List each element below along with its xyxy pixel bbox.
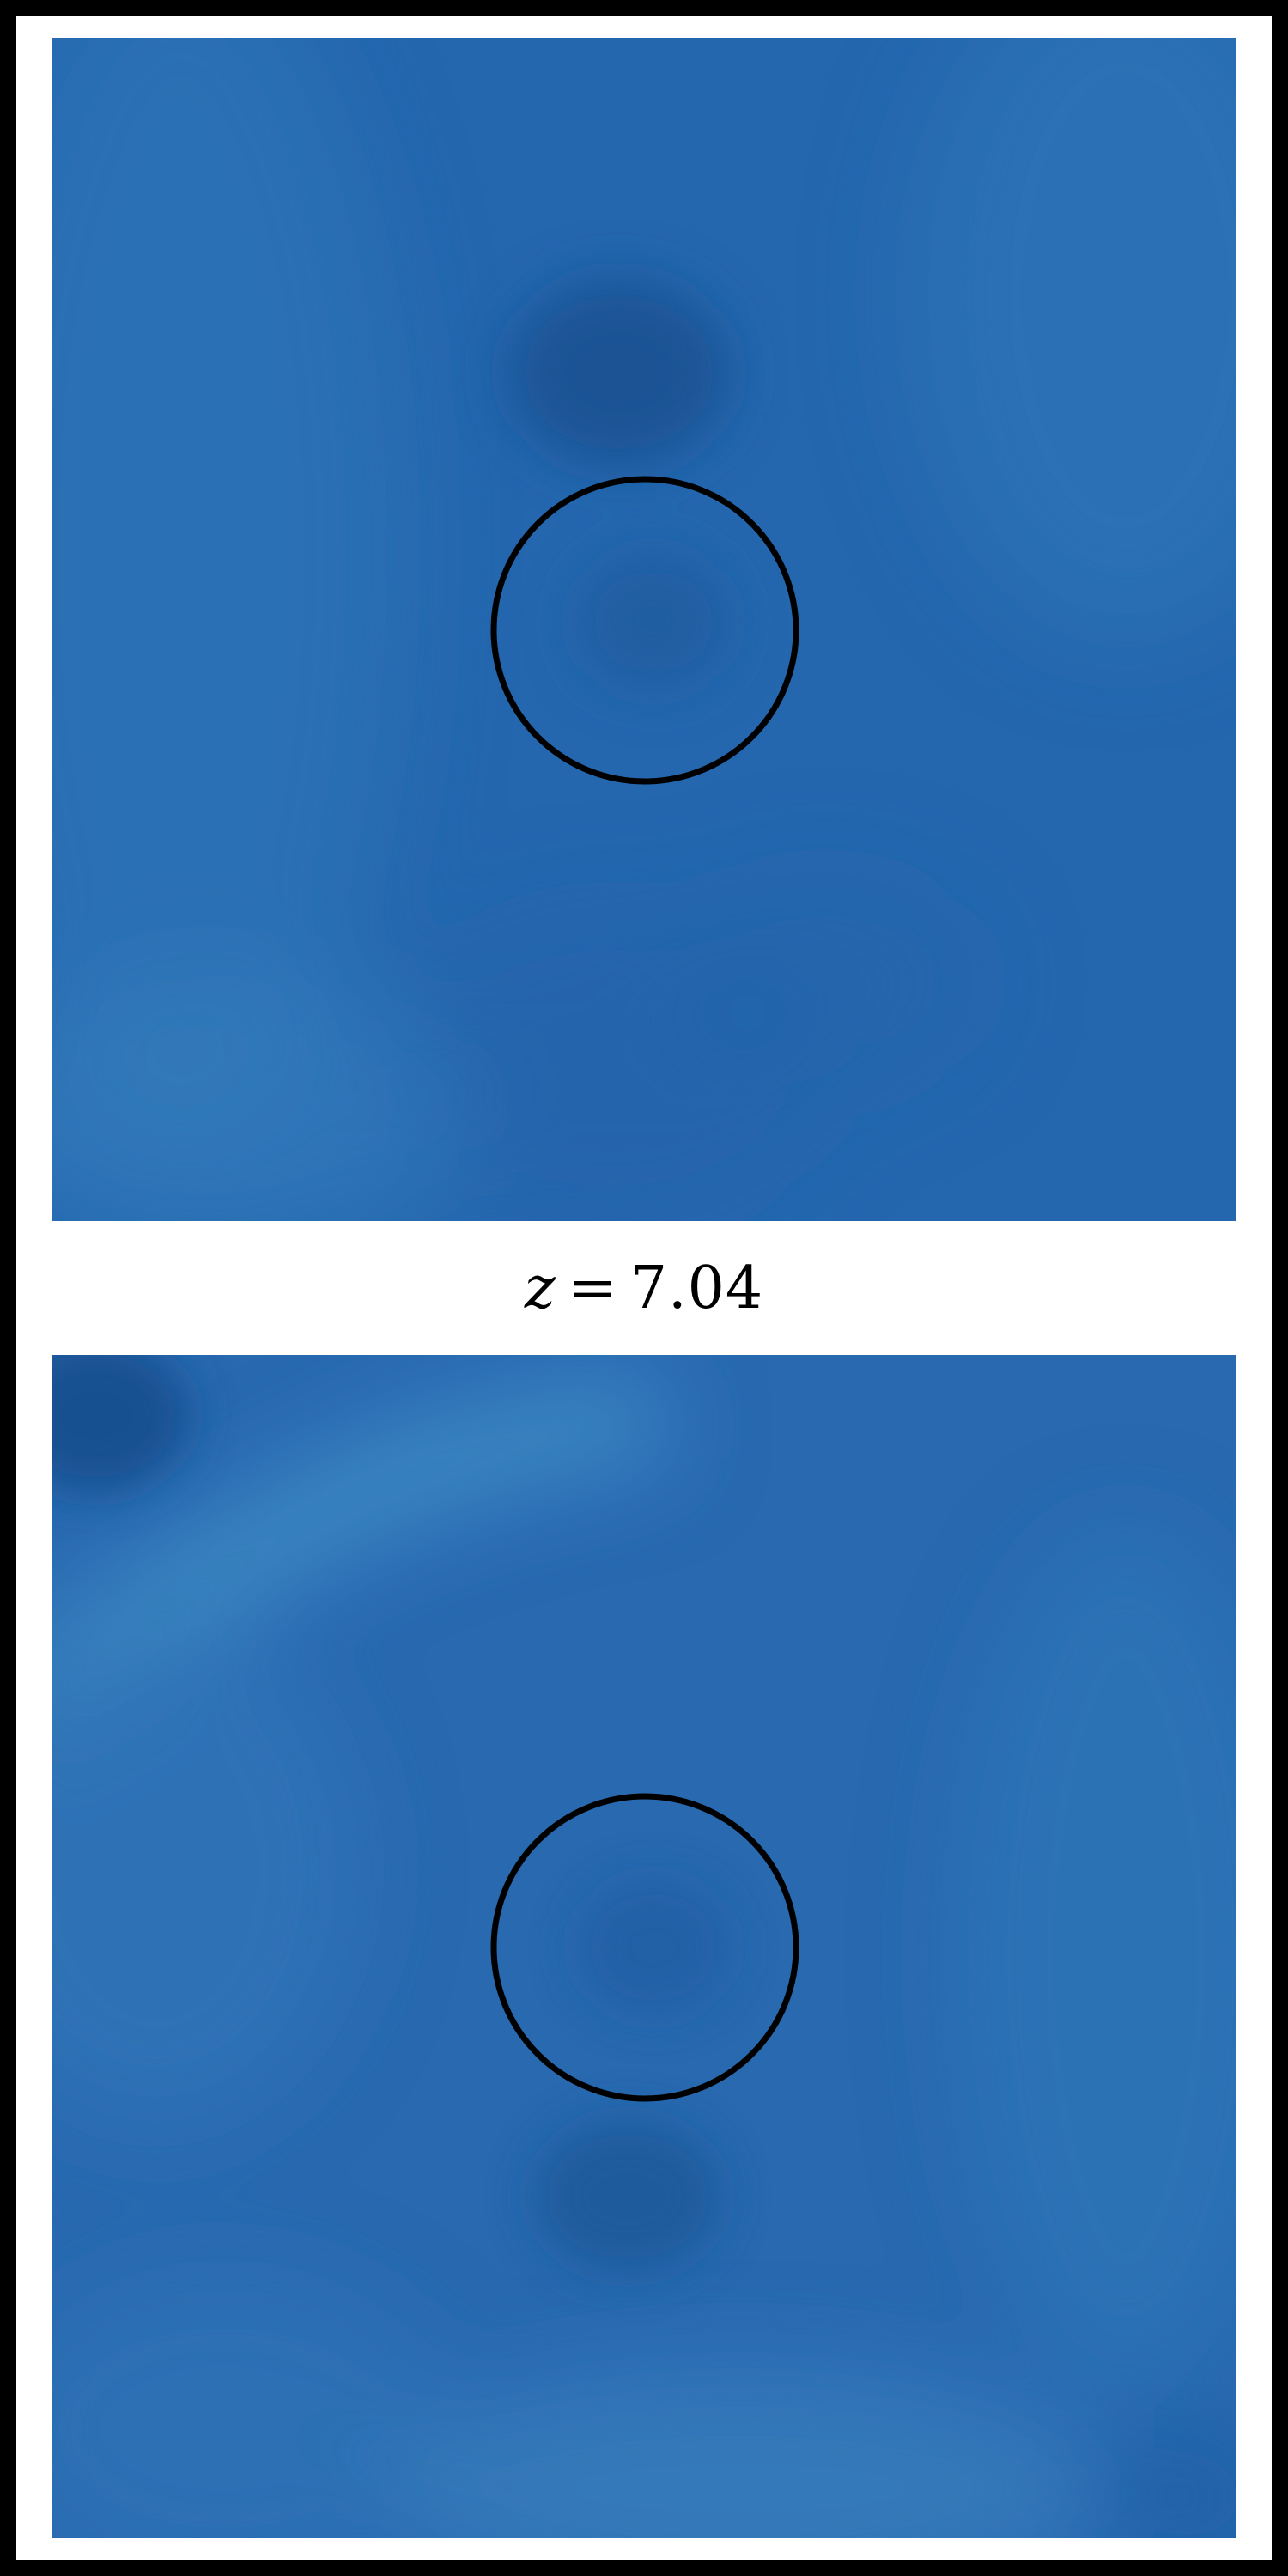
image-panel-bottom bbox=[52, 1355, 1236, 2538]
image-panel-top bbox=[52, 38, 1236, 1221]
image-panel-bottom-graphic bbox=[52, 1355, 1236, 2538]
dark-blob-top bbox=[507, 278, 731, 467]
dark-blob-lower bbox=[533, 2119, 722, 2274]
dark-blob-center-bottom bbox=[576, 1879, 731, 2016]
dark-blob-center bbox=[576, 553, 731, 690]
dark-corner-blob bbox=[52, 1355, 190, 1492]
redshift-label: z = 7.04 bbox=[0, 1224, 1288, 1352]
redshift-value: 7.04 bbox=[629, 1254, 764, 1322]
light-streak bbox=[52, 1372, 671, 1731]
target-circle-marker-bottom bbox=[490, 1793, 799, 2102]
image-panel-top-graphic bbox=[52, 38, 1236, 1221]
target-circle-marker bbox=[490, 476, 799, 785]
redshift-variable: z bbox=[524, 1254, 556, 1322]
redshift-operator: = bbox=[568, 1254, 618, 1322]
